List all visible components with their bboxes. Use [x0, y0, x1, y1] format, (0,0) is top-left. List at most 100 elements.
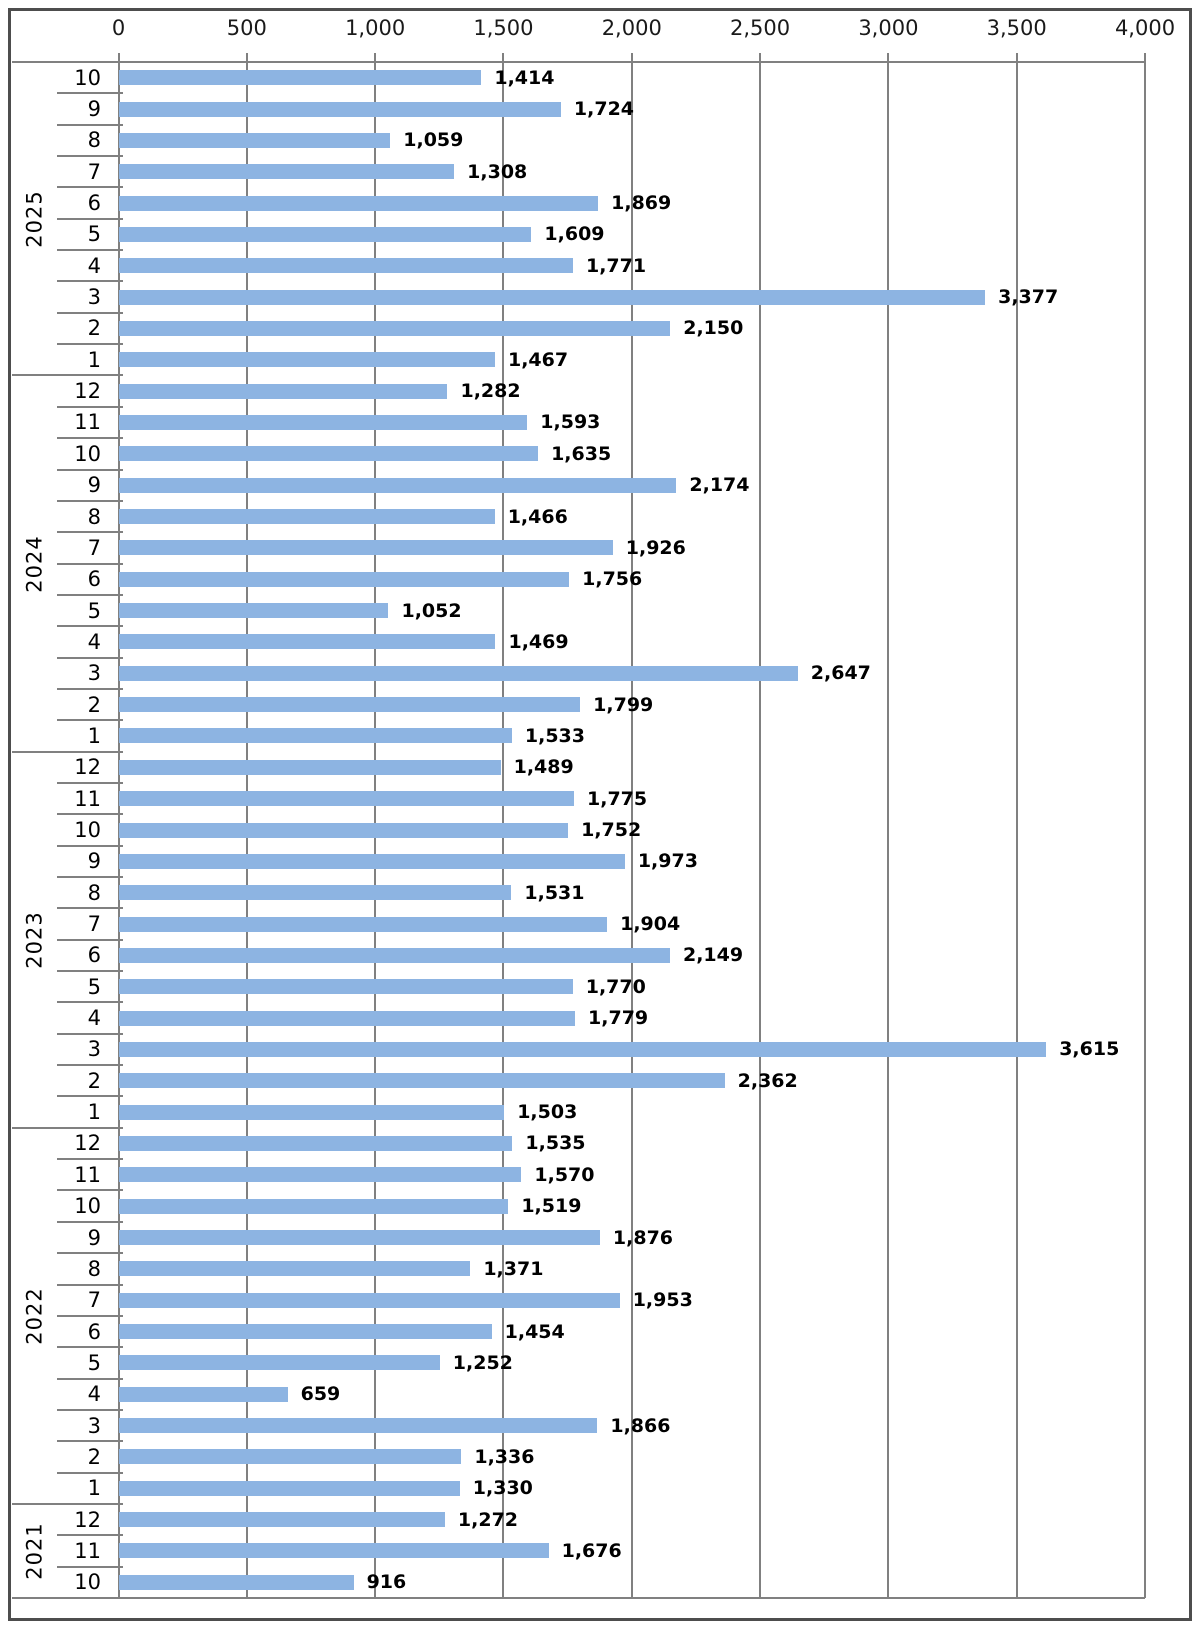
month-category-label: 10	[74, 65, 101, 90]
bar	[118, 1292, 620, 1308]
month-separator-line	[57, 1565, 123, 1568]
bar-value-label: 1,052	[401, 599, 462, 622]
bar-value-label: 1,724	[573, 98, 635, 121]
bar-value-label: 1,414	[494, 66, 555, 89]
axis-tick-label: 3,000	[858, 16, 919, 40]
month-separator-line	[57, 907, 123, 910]
month-category-label: 3	[87, 661, 101, 686]
bar	[118, 1135, 513, 1151]
month-category-label: 10	[74, 1570, 101, 1595]
bar-value-label: 3,377	[998, 286, 1059, 309]
bar	[118, 979, 573, 995]
bar-value-label: 1,676	[561, 1539, 622, 1562]
bar	[118, 352, 495, 368]
bar-value-label: 1,330	[472, 1477, 533, 1500]
bar-value-label: 1,466	[507, 505, 568, 528]
gridline	[759, 53, 762, 1598]
bar	[118, 1480, 460, 1496]
month-separator-line	[57, 938, 123, 941]
bar-value-label: 916	[366, 1571, 407, 1594]
bar-value-label: 1,953	[632, 1289, 693, 1312]
month-separator-line	[57, 186, 123, 189]
month-category-label: 1	[87, 1100, 101, 1125]
month-category-label: 6	[87, 567, 101, 592]
bar-value-label: 1,469	[508, 630, 569, 653]
month-category-label: 9	[87, 1225, 101, 1250]
month-separator-line	[57, 1032, 123, 1035]
bar-value-label: 1,535	[525, 1132, 586, 1155]
bar-value-label: 1,336	[474, 1445, 535, 1468]
bar-value-label: 1,904	[620, 913, 681, 936]
bar-value-label: 1,775	[587, 787, 648, 810]
bar-value-label: 1,454	[504, 1320, 565, 1343]
bar-value-label: 2,149	[682, 944, 744, 967]
month-separator-line	[57, 844, 123, 847]
bar	[118, 634, 496, 650]
plot-bottom-line	[12, 1597, 1145, 1599]
month-category-label: 2	[87, 1444, 101, 1469]
bar	[118, 665, 798, 681]
bar	[118, 1041, 1047, 1057]
bar	[118, 853, 625, 869]
bar	[118, 916, 608, 932]
month-category-label: 10	[74, 817, 101, 842]
month-category-label: 11	[74, 1162, 101, 1187]
bar	[118, 132, 391, 148]
month-category-label: 1	[87, 723, 101, 748]
month-category-label: 5	[87, 1350, 101, 1375]
month-separator-line	[57, 781, 123, 784]
bar	[118, 1010, 576, 1026]
month-separator-line	[57, 1346, 123, 1349]
bar-value-label: 1,059	[403, 129, 464, 152]
bar	[118, 70, 482, 86]
month-category-label: 8	[87, 504, 101, 529]
month-category-label: 4	[87, 1382, 101, 1407]
month-separator-line	[57, 155, 123, 158]
bar-value-label: 1,593	[540, 411, 601, 434]
bar-value-label: 1,308	[467, 160, 528, 183]
year-label: 2022	[12, 1128, 58, 1504]
bar-value-label: 1,635	[551, 442, 612, 465]
month-separator-line	[57, 562, 123, 565]
month-separator-line	[57, 1534, 123, 1537]
month-category-label: 2	[87, 692, 101, 717]
month-category-label: 11	[74, 786, 101, 811]
month-separator-line	[57, 468, 123, 471]
bar	[118, 383, 448, 399]
year-label: 2021	[12, 1504, 58, 1598]
bar	[118, 1543, 549, 1559]
bar-value-label: 1,973	[637, 850, 698, 873]
bar-value-label: 1,519	[521, 1195, 582, 1218]
year-label-text: 2025	[23, 190, 48, 248]
bar	[118, 947, 670, 963]
month-separator-line	[57, 687, 123, 690]
bar-value-label: 1,779	[588, 1007, 649, 1030]
month-separator-line	[57, 1377, 123, 1380]
bar-value-label: 1,876	[612, 1226, 674, 1249]
bar	[118, 477, 677, 493]
bar-value-label: 3,615	[1059, 1038, 1120, 1061]
bar	[118, 728, 512, 744]
bar-value-label: 1,371	[483, 1257, 544, 1280]
month-separator-line	[57, 656, 123, 659]
month-separator-line	[57, 719, 123, 722]
month-separator-line	[57, 249, 123, 252]
axis-tick-label: 4,000	[1114, 16, 1176, 40]
bar	[118, 1104, 505, 1120]
bar	[118, 509, 495, 525]
month-category-label: 5	[87, 222, 101, 247]
month-separator-line	[57, 1158, 123, 1161]
bar	[118, 1324, 492, 1340]
year-separator-line	[12, 1126, 123, 1129]
month-separator-line	[57, 531, 123, 534]
month-category-label: 12	[74, 1131, 101, 1156]
month-category-label: 6	[87, 1319, 101, 1344]
bar-value-label: 1,570	[534, 1163, 595, 1186]
month-category-label: 3	[87, 1413, 101, 1438]
bar	[118, 226, 532, 242]
bar	[118, 164, 455, 180]
month-category-label: 4	[87, 253, 101, 278]
month-category-label: 2	[87, 316, 101, 341]
bar-value-label: 2,150	[683, 317, 744, 340]
month-separator-line	[57, 1220, 123, 1223]
